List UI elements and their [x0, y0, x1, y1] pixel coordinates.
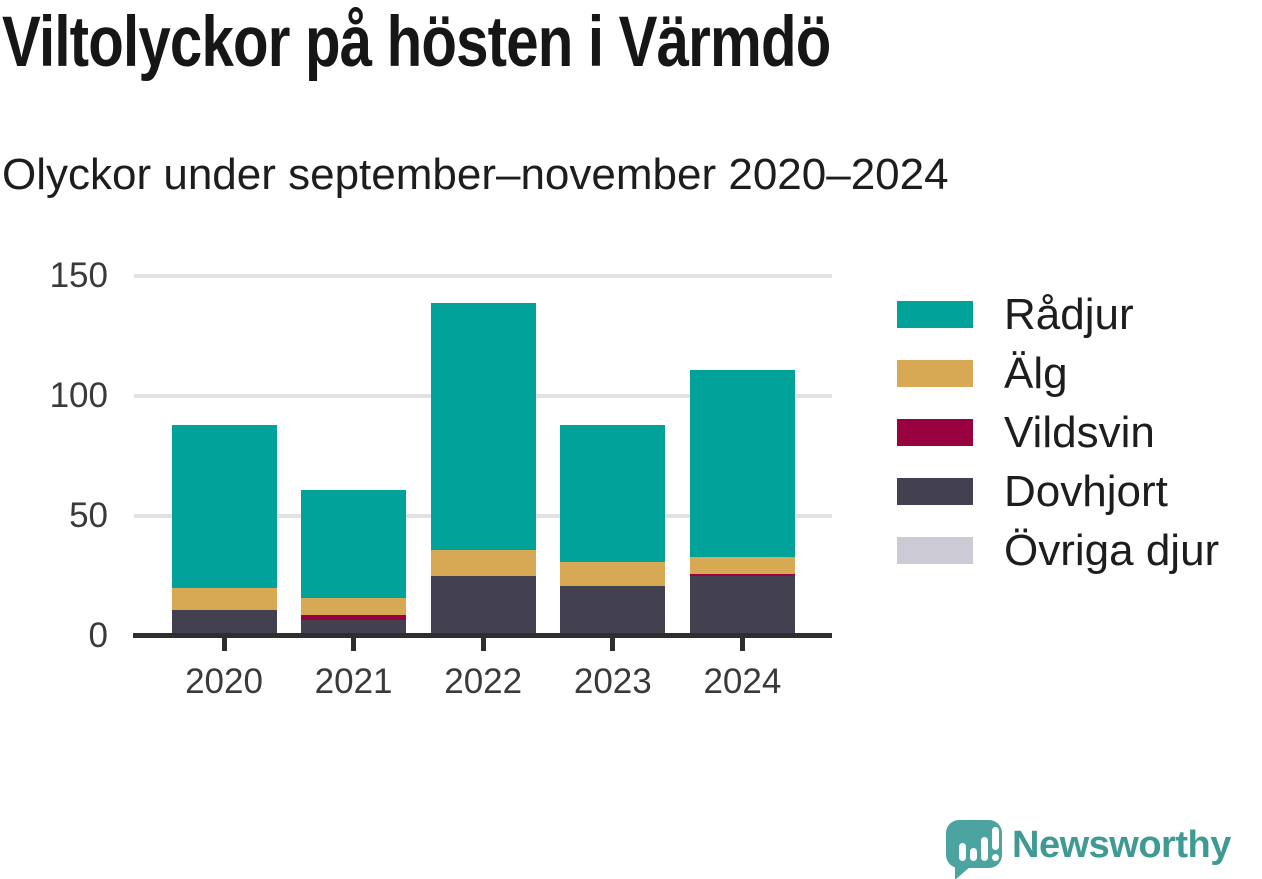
- bar-2024-segment-rådjur: [689, 370, 795, 558]
- bar-2021-segment-dovhjort: [301, 619, 407, 634]
- x-axis-label-2024: 2024: [703, 662, 782, 701]
- legend-label-dovhjort: Dovhjort: [1004, 466, 1168, 516]
- bar-2021-segment-rådjur: [301, 490, 407, 598]
- newsworthy-logo-icon: [946, 820, 1002, 879]
- bar-2023-segment-rådjur: [560, 425, 666, 562]
- x-axis-tick-2022: [480, 638, 486, 651]
- legend-label-vildsvin: Vildsvin: [1004, 407, 1155, 457]
- chart-legend: Rådjur Älg Vildsvin Dovhjort Övriga djur: [897, 290, 1219, 596]
- legend-swatch-övriga-djur: [897, 537, 973, 564]
- bar-2022-segment-älg: [430, 550, 536, 577]
- x-axis-label-2021: 2021: [314, 662, 393, 701]
- x-axis-tick-2020: [221, 638, 227, 651]
- x-axis-tick-2024: [739, 638, 745, 651]
- bar-2020-segment-älg: [171, 588, 277, 610]
- x-axis-line: [133, 633, 832, 638]
- logo-exclamation-bar: [992, 827, 999, 850]
- x-axis-label-2022: 2022: [444, 662, 523, 701]
- bar-2022-segment-rådjur: [430, 302, 536, 550]
- y-axis-label-0: 0: [88, 616, 108, 655]
- bar-2022-segment-dovhjort: [430, 576, 536, 634]
- newsworthy-logo-text: Newsworthy: [1012, 824, 1231, 866]
- bar-2020-segment-dovhjort: [171, 610, 277, 634]
- logo-exclamation-dot: [992, 854, 999, 861]
- legend-item-övriga-djur: Övriga djur: [897, 526, 1219, 575]
- legend-item-vildsvin: Vildsvin: [897, 408, 1219, 457]
- logo-speech-bubble-tail: [955, 866, 971, 879]
- bar-2024-segment-vildsvin: [689, 574, 795, 577]
- bar-2023-segment-dovhjort: [560, 586, 666, 634]
- y-axis-label-50: 50: [69, 496, 108, 535]
- legend-item-rådjur: Rådjur: [897, 290, 1219, 339]
- legend-swatch-vildsvin: [897, 419, 973, 446]
- legend-item-älg: Älg: [897, 349, 1219, 398]
- bar-2024-segment-dovhjort: [689, 576, 795, 634]
- chart-title: Viltolyckor på hösten i Värmdö: [2, 3, 831, 82]
- chart-subtitle: Olyckor under september–november 2020–20…: [2, 150, 949, 199]
- y-axis-label-150: 150: [49, 256, 108, 295]
- bar-2023-segment-älg: [560, 562, 666, 586]
- legend-label-övriga-djur: Övriga djur: [1004, 525, 1220, 575]
- x-axis-tick-2021: [351, 638, 357, 651]
- legend-item-dovhjort: Dovhjort: [897, 467, 1219, 516]
- legend-swatch-dovhjort: [897, 478, 973, 505]
- gridline-150: [134, 274, 832, 278]
- logo-chart-bar-3: [981, 837, 988, 861]
- legend-swatch-rådjur: [897, 301, 973, 328]
- x-axis-label-2020: 2020: [185, 662, 263, 701]
- legend-label-rådjur: Rådjur: [1004, 289, 1134, 339]
- bar-2021-segment-vildsvin: [301, 614, 407, 620]
- legend-swatch-älg: [897, 360, 973, 387]
- bar-2021-segment-älg: [301, 598, 407, 615]
- y-axis-label-100: 100: [49, 376, 108, 415]
- x-axis-label-2023: 2023: [573, 662, 652, 701]
- bar-2024-segment-älg: [689, 557, 795, 574]
- logo-chart-bar-2: [970, 848, 977, 861]
- bar-2020-segment-rådjur: [171, 425, 277, 589]
- logo-chart-bar-1: [959, 843, 966, 861]
- x-axis-tick-2023: [610, 638, 616, 651]
- legend-label-älg: Älg: [1004, 348, 1068, 398]
